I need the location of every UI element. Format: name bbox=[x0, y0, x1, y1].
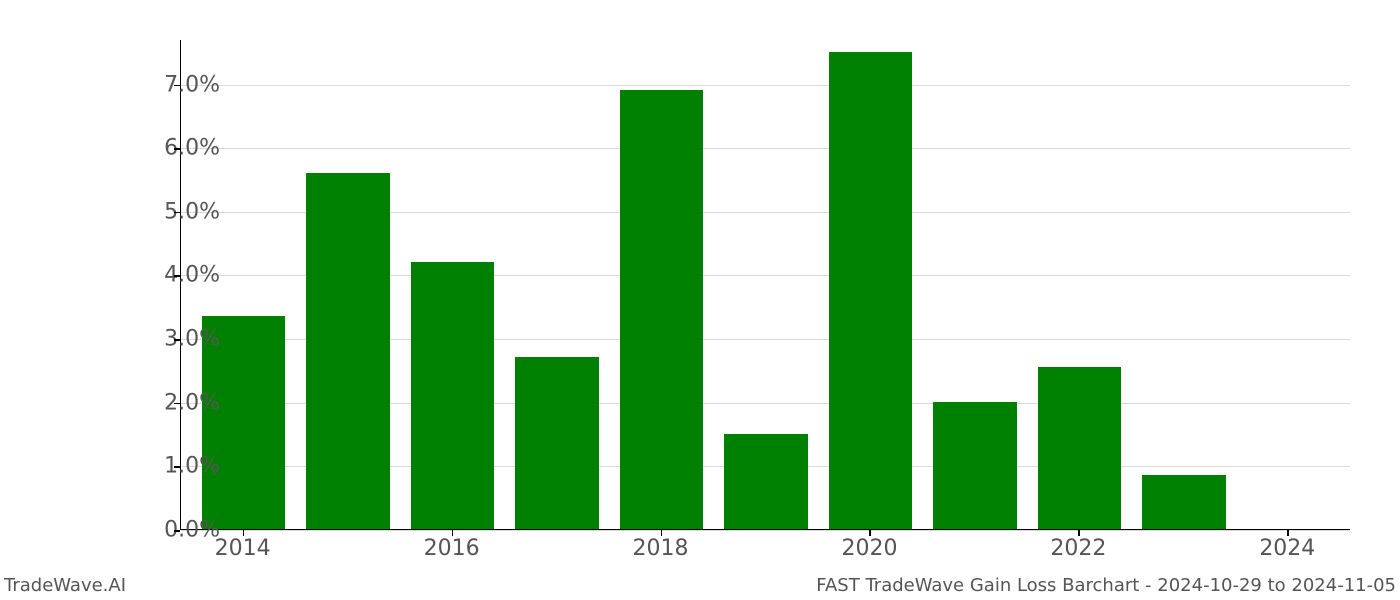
bar-2015 bbox=[306, 173, 390, 529]
y-tick-mark bbox=[174, 212, 180, 214]
x-tick-mark bbox=[452, 530, 454, 536]
x-tick-mark bbox=[243, 530, 245, 536]
gridline bbox=[181, 530, 1350, 531]
y-tick-label: 6.0% bbox=[150, 136, 220, 161]
bar-2017 bbox=[515, 357, 599, 529]
y-tick-label: 2.0% bbox=[150, 390, 220, 415]
y-tick-mark bbox=[174, 466, 180, 468]
x-tick-label: 2020 bbox=[841, 536, 897, 561]
y-tick-mark bbox=[174, 339, 180, 341]
attribution-left: TradeWave.AI bbox=[4, 575, 126, 596]
y-tick-label: 4.0% bbox=[150, 263, 220, 288]
bar-2023 bbox=[1142, 475, 1226, 529]
gridline bbox=[181, 85, 1350, 86]
attribution-right: FAST TradeWave Gain Loss Barchart - 2024… bbox=[816, 575, 1396, 596]
bar-2018 bbox=[620, 90, 704, 529]
bar-2020 bbox=[829, 52, 913, 529]
x-tick-mark bbox=[1078, 530, 1080, 536]
x-tick-mark bbox=[661, 530, 663, 536]
y-tick-mark bbox=[174, 148, 180, 150]
y-tick-mark bbox=[174, 85, 180, 87]
y-tick-label: 3.0% bbox=[150, 327, 220, 352]
bar-2022 bbox=[1038, 367, 1122, 529]
y-tick-label: 1.0% bbox=[150, 454, 220, 479]
y-tick-label: 5.0% bbox=[150, 199, 220, 224]
bar-2019 bbox=[724, 434, 808, 529]
bar-2021 bbox=[933, 402, 1017, 529]
y-tick-mark bbox=[174, 275, 180, 277]
y-tick-label: 0.0% bbox=[150, 518, 220, 543]
x-tick-label: 2018 bbox=[633, 536, 689, 561]
x-tick-mark bbox=[869, 530, 871, 536]
plot-area bbox=[180, 40, 1350, 530]
y-tick-label: 7.0% bbox=[150, 72, 220, 97]
x-tick-label: 2022 bbox=[1050, 536, 1106, 561]
chart-container bbox=[180, 40, 1350, 530]
x-tick-label: 2024 bbox=[1259, 536, 1315, 561]
x-tick-label: 2016 bbox=[424, 536, 480, 561]
x-tick-mark bbox=[1287, 530, 1289, 536]
y-tick-mark bbox=[174, 530, 180, 532]
gridline bbox=[181, 148, 1350, 149]
y-tick-mark bbox=[174, 403, 180, 405]
x-tick-label: 2014 bbox=[215, 536, 271, 561]
bar-2016 bbox=[411, 262, 495, 529]
